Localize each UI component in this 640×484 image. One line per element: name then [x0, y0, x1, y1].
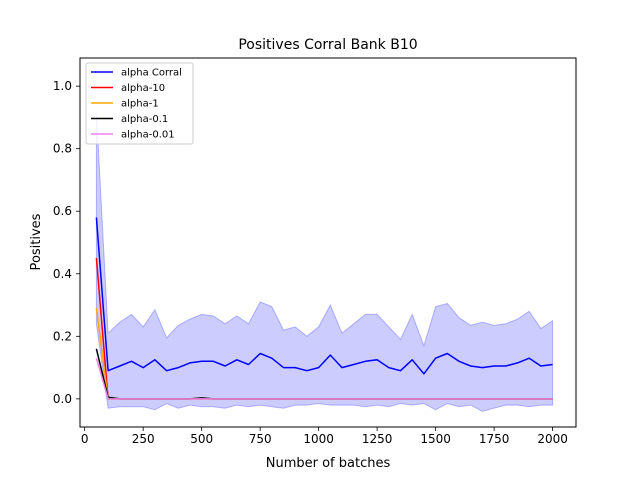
legend-label-3: alpha-0.1 [121, 114, 168, 125]
series-line-4 [95, 357, 553, 400]
x-tick-label: 1750 [479, 432, 510, 446]
legend-label-2: alpha-1 [121, 99, 159, 110]
series-line-0 [95, 217, 553, 375]
x-tick-label: 500 [190, 432, 213, 446]
x-tick-label: 1000 [303, 432, 334, 446]
confidence-bands [95, 111, 554, 412]
y-axis-label: Positives [29, 213, 44, 270]
legend-box [85, 62, 194, 145]
x-tick-label: 250 [132, 432, 155, 446]
legend-label-4: alpha-0.01 [121, 130, 175, 141]
series-lines [95, 217, 553, 400]
y-tick-label: 0.8 [53, 142, 72, 156]
y-tick-label: 0.0 [53, 392, 72, 406]
legend-label-1: alpha-10 [121, 83, 165, 94]
y-tick-label: 0.6 [53, 204, 72, 218]
legend: alpha Corral alpha-10 alpha-1 alpha-0.1 alph… [85, 62, 194, 145]
x-axis-label: Number of batches [266, 456, 391, 471]
x-tick-label: 750 [249, 432, 272, 446]
y-tick-label: 0.2 [53, 329, 72, 343]
x-tick-label: 2000 [537, 432, 568, 446]
chart-title: Positives Corral Bank B10 [238, 37, 417, 53]
x-tick-label: 1250 [362, 432, 393, 446]
y-tick-label: 1.0 [53, 79, 72, 93]
y-axis-ticks: 0.0 0.2 0.4 0.6 0.8 1.0 [53, 79, 80, 406]
x-axis-ticks: 0 250 500 750 1000 1250 1500 1750 2000 [81, 427, 568, 446]
legend-label-0: alpha Corral [121, 68, 182, 79]
plot-frame [79, 57, 577, 428]
confidence-band-0 [95, 111, 554, 412]
y-tick-label: 0.4 [53, 267, 72, 281]
x-tick-label: 0 [81, 432, 89, 446]
x-tick-label: 1500 [420, 432, 451, 446]
